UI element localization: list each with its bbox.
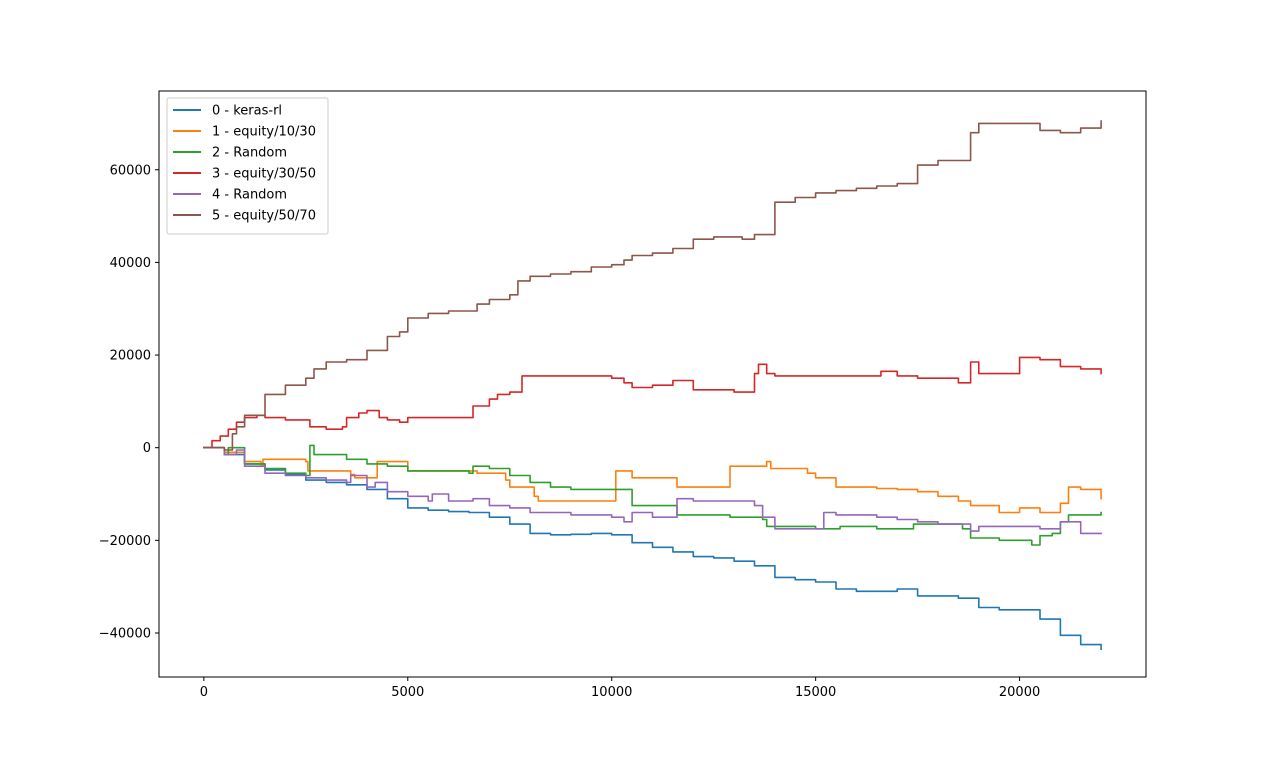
y-tick-label: −20000 [99,534,151,549]
legend-label: 0 - keras-rl [212,104,282,119]
legend-label: 2 - Random [212,146,287,161]
y-tick-label: 0 [143,441,151,456]
x-tick-label: 5000 [391,685,424,700]
legend: 0 - keras-rl 1 - equity/10/30 2 - Random 3 … [166,97,329,235]
plot-area [203,120,1102,650]
legend-label: 3 - equity/30/50 [212,167,316,182]
series-line-2 [203,444,1102,546]
series-line-5 [203,120,1102,451]
series-line-0 [203,446,1102,650]
x-tick-label: 20000 [999,685,1040,700]
x-tick-label: 15000 [795,685,836,700]
y-tick-label: 60000 [110,163,151,178]
y-tick-label: 40000 [110,256,151,271]
y-tick-label: −40000 [99,626,151,641]
y-tick-label: 20000 [110,349,151,364]
x-tick-label: 0 [200,685,208,700]
legend-label: 5 - equity/50/70 [212,209,316,224]
x-tick-label: 10000 [591,685,632,700]
series-line-3 [203,356,1102,449]
y-axis: −40000 −20000 0 20000 40000 60000 [99,163,159,641]
x-axis: 0 5000 10000 15000 20000 [200,677,1040,700]
legend-label: 4 - Random [212,188,287,203]
legend-label: 1 - equity/10/30 [212,125,316,140]
legend-box [166,97,329,235]
axes-frame [158,90,1147,678]
series-line-4 [203,446,1102,535]
series-line-1 [203,446,1102,514]
